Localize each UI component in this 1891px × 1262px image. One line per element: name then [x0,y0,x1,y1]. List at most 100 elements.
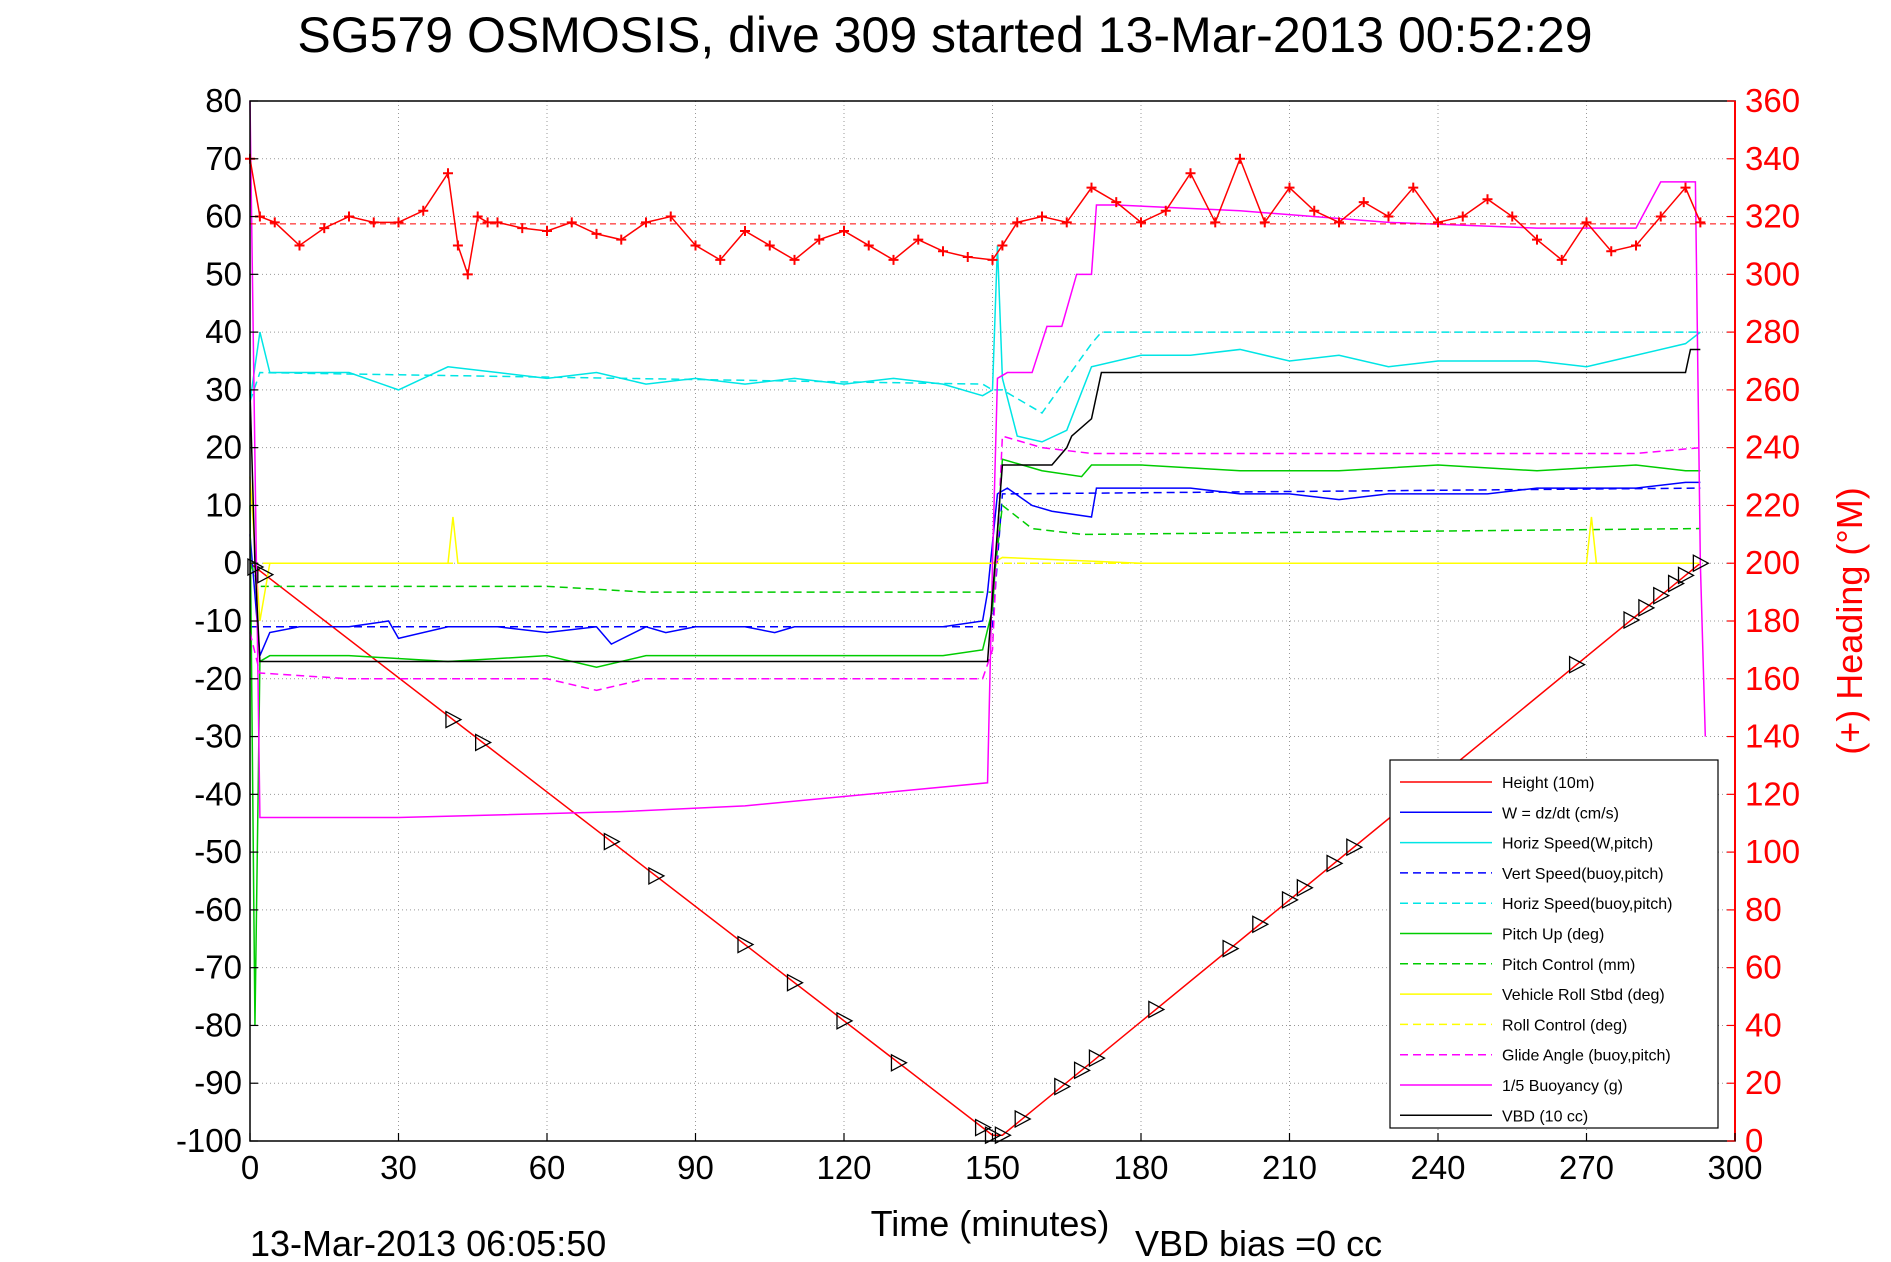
heading-point [913,234,924,245]
x-tick-label: 270 [1559,1149,1614,1186]
heading-point [591,228,602,239]
left-tick-label: 60 [205,198,242,235]
x-tick-label: 90 [677,1149,714,1186]
heading-point [938,246,948,257]
right-tick-label: 220 [1745,486,1800,523]
heading-point [888,254,899,265]
series-line-7 [249,476,1701,622]
series-line-9 [249,435,1701,692]
depth-marker [1281,890,1299,910]
heading-point [1556,254,1567,265]
right-tick-label: 180 [1745,602,1800,639]
heading-point [1655,211,1666,222]
series-line-10 [249,100,1707,819]
heading-point [1433,217,1443,228]
heading-point [517,223,528,234]
series-line-2 [249,245,1701,443]
left-tick-label: -80 [194,1006,242,1043]
heading-point [987,254,998,265]
series-line-11 [249,348,1701,663]
heading-point [1259,217,1270,228]
left-tick-label: 20 [205,429,242,466]
heading-point [368,217,379,228]
left-tick-label: -60 [194,891,242,928]
depth-marker [1054,1077,1072,1096]
heading-point [452,240,463,251]
heading-point [344,211,354,222]
depth-marker [1326,854,1344,873]
heading-point [1358,197,1369,208]
heading-point [1235,153,1245,164]
depth-marker [1014,1109,1032,1129]
legend-label: Height (10m) [1502,775,1594,792]
right-tick-label: 280 [1745,313,1800,350]
heading-point [997,240,1008,251]
heading-point [462,269,473,280]
series-line-6 [249,504,1701,593]
heading-point [1086,182,1097,193]
heading-point [1111,197,1122,208]
x-tick-label: 60 [529,1149,566,1186]
right-axis-ticks: 3603403203002802602402202001801601401201… [1727,82,1800,1159]
heading-point [616,234,627,245]
left-tick-label: 10 [205,486,242,523]
left-tick-label: 0 [224,544,242,581]
depth-marker [836,1011,854,1030]
depth-marker [648,866,666,885]
right-tick-label: 100 [1745,833,1800,870]
legend: Height (10m) W = dz/dt (cm/s) Horiz Speed(… [1389,759,1719,1129]
heading-point [1210,217,1221,228]
right-axis-label: (+) Heading (°M) [1829,487,1870,754]
left-tick-label: -90 [194,1064,242,1101]
left-tick-label: -50 [194,833,242,870]
legend-label: Pitch Up (deg) [1502,927,1604,944]
depth-marker [1148,1000,1166,1019]
depth-marker [1623,610,1641,630]
left-tick-label: 50 [205,255,242,292]
left-tick-label: 70 [205,140,242,177]
x-tick-label: 240 [1410,1149,1465,1186]
heading-point [814,234,825,245]
heading-point [1606,246,1617,257]
heading-point [764,240,775,251]
depth-marker [1346,838,1364,857]
depth-marker [1088,1049,1106,1068]
depth-marker [974,1118,992,1137]
x-axis-label: Time (minutes) [871,1203,1110,1244]
heading-point [492,217,503,228]
left-tick-label: -10 [194,602,242,639]
depth-marker [1667,574,1685,593]
heading-point [1160,205,1171,216]
legend-label: VBD (10 cc) [1502,1108,1588,1125]
depth-marker [257,565,275,584]
depth-marker [890,1053,908,1072]
right-tick-label: 200 [1745,544,1800,581]
left-tick-label: -30 [194,718,242,755]
x-axis-ticks: 0 30 60 90 120 150 180 210 240 270 300 [241,1133,1763,1186]
depth-markers [247,554,1710,1145]
heading-point [1037,211,1047,222]
depth-marker [1638,598,1656,617]
heading-point [740,226,750,236]
heading-point [1680,182,1691,193]
heading-point [1532,234,1542,245]
footer-timestamp: 13-Mar-2013 06:05:50 [250,1223,606,1262]
depth-marker [994,1126,1012,1145]
x-tick-label: 120 [816,1149,871,1186]
heading-point [1507,211,1518,222]
series-line-1 [249,481,1701,656]
heading-point [1631,240,1641,251]
right-tick-label: 240 [1745,429,1800,466]
x-tick-label: 210 [1262,1149,1317,1186]
right-tick-label: 300 [1745,255,1800,292]
left-tick-label: -70 [194,949,242,986]
x-tick-label: 0 [241,1149,259,1186]
right-tick-label: 60 [1745,949,1782,986]
heading-point [269,217,280,228]
right-tick-label: 120 [1745,775,1800,812]
series-heading-markers [245,153,1735,280]
heading-point [962,252,973,262]
heading-point [641,217,651,228]
footer-vbd-bias: VBD bias =0 cc [1135,1223,1382,1262]
